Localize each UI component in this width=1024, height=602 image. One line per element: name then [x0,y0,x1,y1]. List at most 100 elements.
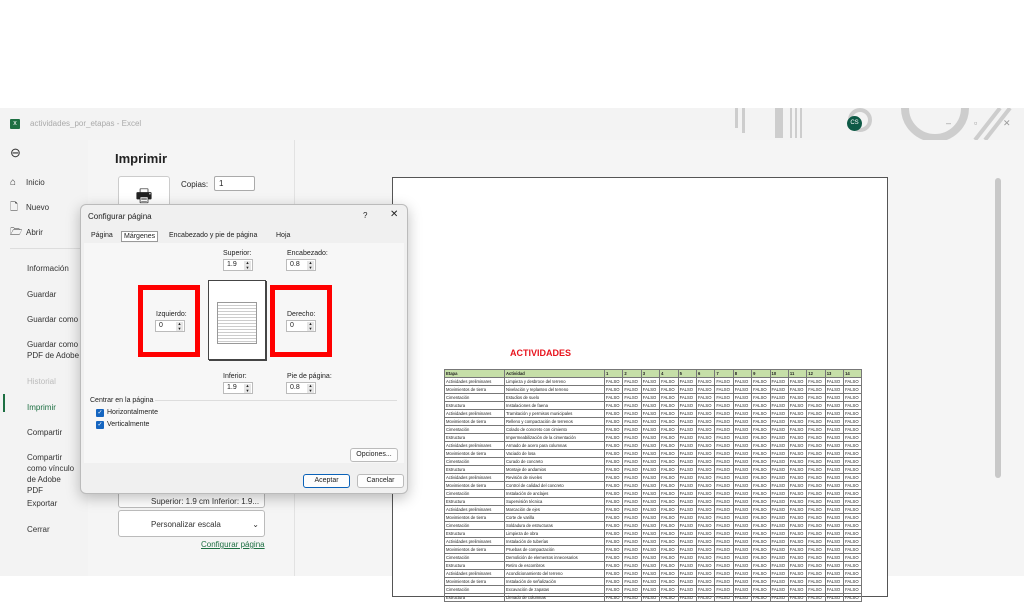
value-cell: FALSO [695,425,716,434]
scale-dropdown[interactable]: Personalizar escala ⌄ [118,510,265,537]
stage-cell: Actividades preliminares [444,537,505,546]
horizontal-label: Horizontalmente [107,409,158,416]
nav-cerrar[interactable]: Cerrar [27,525,50,534]
spinner-icon[interactable]: ▲ ▼ [307,260,314,270]
ok-button[interactable]: Aceptar [303,474,350,488]
activity-cell: Instalaciones de faena [504,401,605,410]
dialog-close-button[interactable]: ✕ [390,209,399,220]
value-cell: FALSO [659,505,679,514]
value-cell: FALSO [824,449,845,458]
nav-inicio[interactable]: ⌂ Inicio [10,177,45,188]
nav-nuevo[interactable]: 🗋 Nuevo [10,202,49,213]
close-window-button[interactable]: ✕ [1003,118,1011,128]
nav-informacion[interactable]: Información [27,264,69,273]
table-row: Cimentación Colado de concreto con cimien… [444,425,863,434]
inferior-input[interactable]: 1.9 ▲ ▼ [223,382,253,394]
backstage-nav: ⊖ ⌂ Inicio 🗋 Nuevo 🗁 Abrir [0,140,88,576]
back-arrow-icon[interactable]: ⊖ [10,145,21,160]
nav-abrir[interactable]: 🗁 Abrir [10,227,43,238]
nav-label: Nuevo [26,203,50,212]
nav-compartir-vinculo[interactable]: Compartir como vínculo de Adobe PDF [27,453,75,495]
value-cell: FALSO [622,561,642,570]
scrollbar[interactable] [995,178,1001,478]
minimize-button[interactable]: – [946,118,952,128]
value-cell: FALSO [806,393,826,402]
tab-pagina[interactable]: Página [91,232,113,239]
options-button[interactable]: Opciones... [350,448,398,462]
nav-imprimir[interactable]: Imprimir [27,403,56,412]
value-cell: FALSO [751,473,771,482]
printer-icon: 🖶 [135,186,153,206]
restore-button[interactable]: ▫ [974,118,978,128]
vertical-checkbox[interactable]: ✓ Verticalmente [96,421,149,429]
value-cell: FALSO [843,537,863,546]
table-row: Cimentación Instalación de anclajes FALSO F… [444,489,863,498]
value-cell: FALSO [843,497,863,506]
user-avatar[interactable]: CS [847,116,862,131]
derecho-input[interactable]: 0 ▲ ▼ [286,320,316,332]
horizontal-checkbox[interactable]: ✓ Horizontalmente [96,409,158,417]
nav-guardar-pdf[interactable]: Guardar como PDF de Adobe [27,340,80,360]
value-cell: FALSO [751,577,771,586]
value-cell: FALSO [806,409,826,418]
value-cell: FALSO [622,585,642,594]
new-file-icon: 🗋 [10,202,19,213]
value-cell: FALSO [824,521,845,530]
value-cell: FALSO [659,385,679,394]
value-cell: FALSO [622,417,642,426]
tab-margenes[interactable]: Márgenes [121,231,159,242]
value-cell: FALSO [843,585,863,594]
value-cell: FALSO [751,425,771,434]
pie-input[interactable]: 0.8 ▲ ▼ [286,382,316,394]
value-cell: FALSO [659,593,679,602]
value-cell: FALSO [659,409,679,418]
spinner-icon[interactable]: ▲ ▼ [176,321,183,331]
tab-encabezado[interactable]: Encabezado y pie de página [169,232,258,239]
copies-input[interactable]: 1 [214,176,255,191]
spinner-icon[interactable]: ▲ ▼ [244,260,251,270]
table-row: Movimientos de tierra Corte de varilla FAL… [444,513,863,522]
value-cell: FALSO [659,393,679,402]
nav-exportar[interactable]: Exportar [27,499,58,508]
value-cell: FALSO [603,561,624,570]
value-cell: FALSO [695,553,716,562]
cancel-button[interactable]: Cancelar [357,474,404,488]
nav-compartir[interactable]: Compartir [27,428,63,437]
value-cell: FALSO [622,465,642,474]
value-cell: FALSO [603,457,624,466]
value-cell: FALSO [769,513,789,522]
value-cell: FALSO [751,561,771,570]
superior-input[interactable]: 1.9 ▲ ▼ [223,259,253,271]
value-cell: FALSO [714,497,734,506]
value-cell: FALSO [603,553,624,562]
value-cell: FALSO [714,393,734,402]
izquierdo-input[interactable]: 0 ▲ ▼ [155,320,185,332]
value-cell: FALSO [769,561,789,570]
value-cell: FALSO [640,441,661,450]
value-cell: FALSO [640,433,661,442]
spinner-icon[interactable]: ▲ ▼ [307,383,314,393]
superior-label: Superior: [223,250,252,257]
value-cell: FALSO [640,409,661,418]
value-cell: FALSO [843,513,863,522]
table-row: Movimientos de tierra Control de calidad … [444,481,863,490]
activity-cell: Acondicionamiento del terreno [504,569,605,578]
help-button[interactable]: ? [363,211,368,220]
value-cell: FALSO [603,409,624,418]
nav-guardar-como[interactable]: Guardar como [27,315,79,324]
value-cell: FALSO [640,393,661,402]
value-cell: FALSO [640,473,661,482]
value-cell: FALSO [769,401,789,410]
value-cell: FALSO [843,377,863,386]
page-setup-link[interactable]: Configurar página [201,540,265,549]
value-cell: FALSO [843,417,863,426]
encabezado-input[interactable]: 0.8 ▲ ▼ [286,259,316,271]
header-cell: 13 [824,369,845,378]
value-cell: FALSO [714,545,734,554]
spinner-icon[interactable]: ▲ ▼ [307,321,314,331]
value-cell: FALSO [659,537,679,546]
tab-hoja[interactable]: Hoja [276,232,291,239]
value-cell: FALSO [659,473,679,482]
spinner-icon[interactable]: ▲ ▼ [244,383,251,393]
nav-guardar[interactable]: Guardar [27,290,57,299]
